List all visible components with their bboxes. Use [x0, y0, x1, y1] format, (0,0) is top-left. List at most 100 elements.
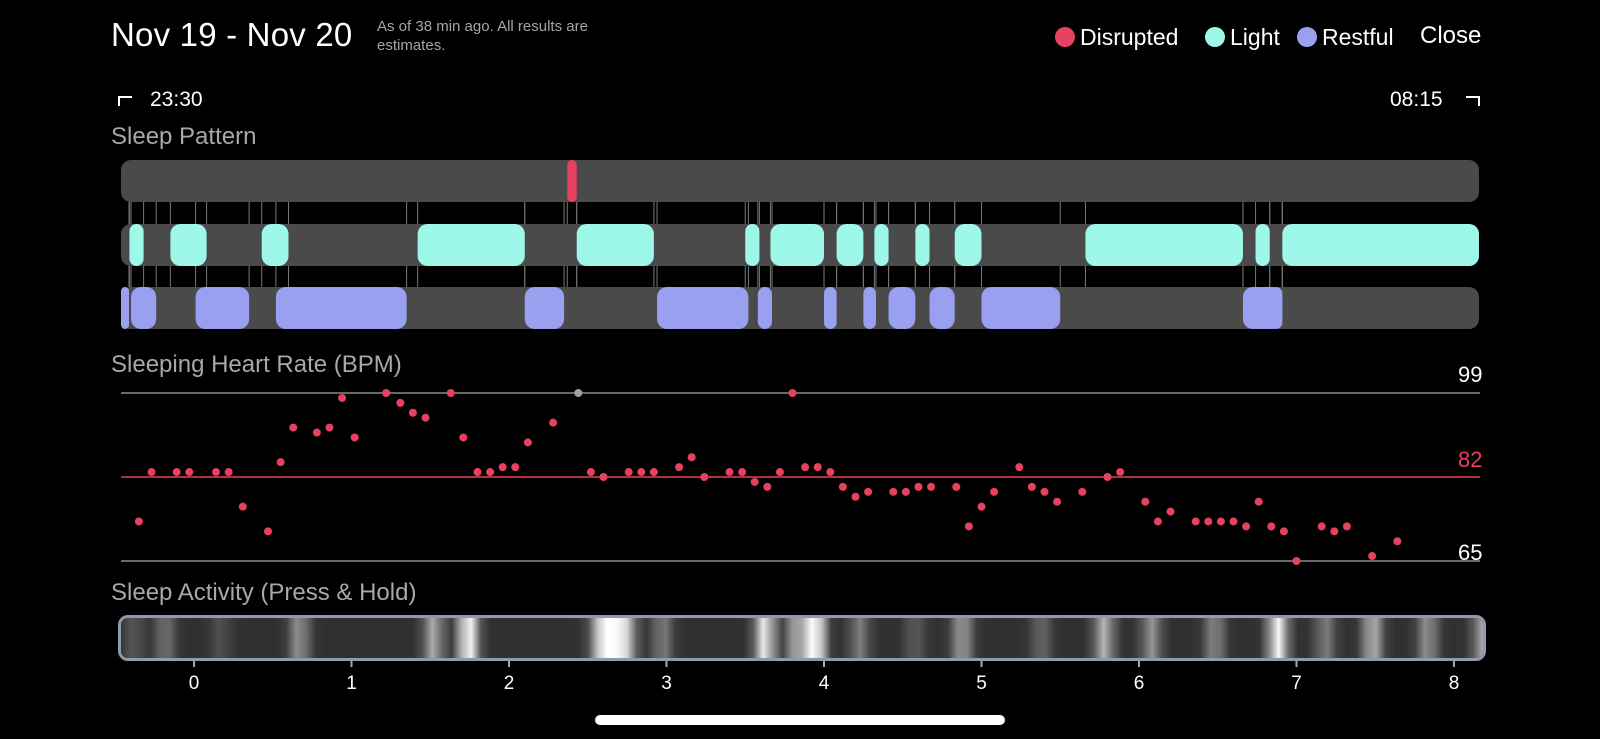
hr-avg-label: 82	[1458, 447, 1483, 472]
close-button[interactable]: Close	[1420, 22, 1482, 49]
hr-point	[338, 393, 347, 402]
start-bracket-icon	[118, 96, 132, 106]
hr-point	[382, 389, 391, 397]
hr-point	[901, 487, 910, 496]
hr-point	[1368, 552, 1377, 561]
hr-point	[1053, 497, 1062, 506]
hr-point	[1317, 522, 1326, 531]
hr-point	[826, 468, 835, 477]
hr-point	[289, 423, 298, 432]
hr-point	[586, 468, 595, 477]
end-time: 08:15	[1390, 88, 1443, 111]
hr-point	[1116, 468, 1125, 477]
activity-heatmap	[121, 618, 1483, 658]
hr-point	[574, 389, 583, 397]
hr-point	[1027, 482, 1036, 491]
hr-point	[1279, 527, 1288, 536]
legend-restful: Restful	[1297, 22, 1394, 52]
hr-point	[1166, 507, 1175, 516]
hr-point	[775, 468, 784, 477]
hr-point	[1229, 517, 1238, 526]
hr-min-label: 65	[1458, 540, 1483, 565]
hr-point	[212, 468, 221, 477]
hr-point	[238, 502, 247, 511]
hr-point	[523, 438, 532, 447]
restful-dot-icon	[1297, 27, 1317, 47]
hr-point	[687, 453, 696, 462]
hr-point	[927, 482, 936, 491]
hr-point	[511, 463, 520, 472]
timestamp-note: As of 38 min ago. All results are estima…	[377, 18, 588, 54]
hr-point	[396, 398, 405, 407]
end-bracket-icon	[1466, 96, 1480, 106]
hr-point	[498, 463, 507, 472]
hr-point	[813, 463, 822, 472]
start-time: 23:30	[150, 88, 203, 111]
heart-rate-title: Sleeping Heart Rate (BPM)	[111, 351, 402, 378]
hr-point	[864, 487, 873, 496]
hr-point	[549, 418, 558, 427]
hr-point	[1242, 522, 1251, 531]
sleep-activity-title: Sleep Activity (Press & Hold)	[111, 579, 417, 606]
sleep-activity-strip[interactable]	[118, 615, 1486, 661]
hr-point	[1204, 517, 1213, 526]
hr-point	[914, 482, 923, 491]
hr-point	[977, 502, 986, 511]
hr-point	[964, 522, 973, 531]
light-dot-icon	[1205, 27, 1225, 47]
hr-point	[312, 428, 321, 437]
hr-point	[1015, 463, 1024, 472]
hr-point	[276, 458, 285, 467]
legend-disrupted: Disrupted	[1055, 22, 1178, 52]
hr-point	[325, 423, 334, 432]
hr-point	[649, 468, 658, 477]
hr-point	[1040, 487, 1049, 496]
hr-point	[750, 477, 759, 486]
hr-point	[1267, 522, 1276, 531]
hr-point	[763, 482, 772, 491]
hr-max-label: 99	[1458, 362, 1483, 387]
hr-point	[952, 482, 961, 491]
hr-point	[1330, 527, 1339, 536]
legend-label: Restful	[1322, 23, 1394, 50]
legend-label: Disrupted	[1080, 23, 1179, 50]
home-indicator[interactable]	[595, 715, 1005, 725]
hr-point	[408, 408, 417, 417]
hr-point	[599, 473, 608, 481]
hr-point	[1254, 497, 1263, 506]
legend-light: Light	[1205, 22, 1280, 52]
hr-point	[637, 468, 646, 477]
legend-label: Light	[1230, 23, 1280, 50]
hr-point	[147, 468, 156, 477]
hr-point	[350, 433, 359, 442]
hr-point	[1342, 522, 1351, 531]
hr-point	[134, 517, 143, 526]
hr-point	[838, 482, 847, 491]
hr-point	[459, 433, 468, 442]
hr-point	[1103, 473, 1112, 481]
page-title: Nov 19 - Nov 20	[111, 16, 353, 53]
hr-point	[224, 468, 233, 477]
hr-point	[421, 413, 430, 422]
hr-point	[446, 389, 455, 397]
hr-point	[172, 468, 181, 477]
hr-point	[1393, 537, 1402, 546]
hr-point	[1078, 487, 1087, 496]
hr-point	[990, 487, 999, 496]
hr-point	[1191, 517, 1200, 526]
hr-point	[889, 487, 898, 496]
hr-point	[624, 468, 633, 477]
hr-point	[1216, 517, 1225, 526]
hr-point	[264, 527, 273, 536]
hr-point	[851, 492, 860, 501]
disrupted-dot-icon	[1055, 27, 1075, 47]
hr-point	[473, 468, 482, 477]
hr-point	[738, 468, 747, 477]
hr-point	[185, 468, 194, 477]
hr-point	[801, 463, 810, 472]
sleep-pattern-title: Sleep Pattern	[111, 123, 257, 150]
hr-point	[1141, 497, 1150, 506]
hr-point	[1292, 557, 1301, 565]
hr-point	[486, 468, 495, 477]
